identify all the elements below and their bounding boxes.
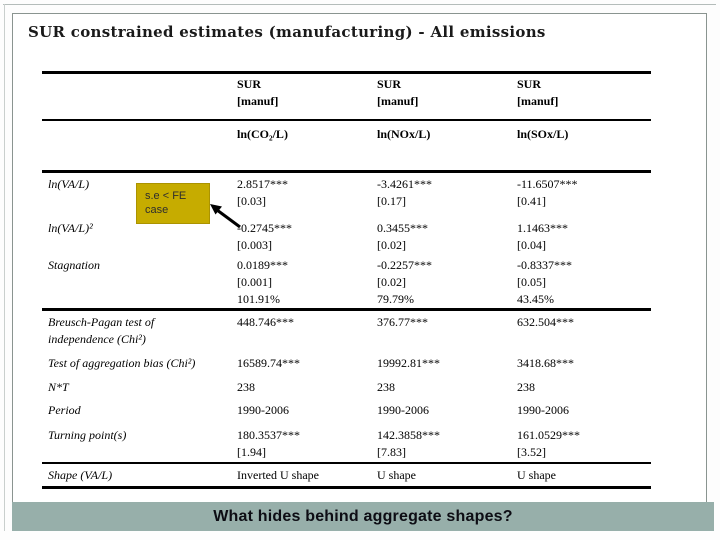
table-cell: 2.8517*** [0.03] (237, 177, 288, 208)
footer-banner: What hides behind aggregate shapes? (12, 502, 714, 531)
table-cell: Inverted U shape (237, 468, 319, 482)
table-row-period: Period 1990-2006 1990-2006 1990-2006 (42, 402, 651, 419)
table-cell: 238 (377, 380, 395, 394)
table-cell: 376.77*** (377, 315, 428, 329)
table-cell: -11.6507*** [0.41] (517, 177, 578, 208)
table-rule-top (42, 71, 651, 74)
table-cell: 161.0529*** [3.52] (517, 428, 580, 459)
row-label: Breusch-Pagan test of independence (Chi²… (48, 315, 155, 346)
row-label: Shape (VA/L) (48, 468, 113, 482)
table-cell: U shape (517, 468, 556, 482)
table-rule-bottom (42, 486, 651, 489)
col-header-ln-co2: ln(CO₂/L) (237, 127, 288, 141)
table-cell: -0.8337*** [0.05] 43.45% (517, 258, 572, 306)
table-cell: 1.1463*** [0.04] (517, 221, 568, 252)
table-row-stagnation: Stagnation 0.0189*** [0.001] 101.91% -0.… (42, 257, 651, 308)
col-header-model-nox: SUR [manuf] (377, 77, 419, 108)
table-cell: 19992.81*** (377, 356, 440, 370)
row-label: N*T (48, 380, 69, 394)
table-cell: -0.2745*** [0.003] (237, 221, 292, 252)
table-cell: U shape (377, 468, 416, 482)
table-row-nt: N*T 238 238 238 (42, 379, 651, 396)
table-cell: 1990-2006 (517, 403, 569, 417)
table-cell: 238 (237, 380, 255, 394)
table-row-ln-va-l-squared: ln(VA/L)² -0.2745*** [0.003] 0.3455*** [… (42, 220, 651, 254)
table-cell: -0.2257*** [0.02] 79.79% (377, 258, 432, 306)
table-row-breusch-pagan: Breusch-Pagan test of independence (Chi²… (42, 314, 651, 348)
table-header-row-depvars: ln(CO₂/L) ln(NOx/L) ln(SOx/L) (42, 126, 651, 143)
callout-arrow-icon (210, 204, 241, 229)
row-label: Turning point(s) (48, 428, 127, 442)
row-label: ln(VA/L) (48, 177, 90, 191)
table-rule-under-variable-headers (42, 170, 651, 173)
table-cell: 1990-2006 (377, 403, 429, 417)
table-row-aggregation-bias: Test of aggregation bias (Chi²) 16589.74… (42, 355, 651, 372)
col-header-model-co2: SUR [manuf] (237, 77, 279, 108)
table-rule-above-tests (42, 308, 651, 311)
outer-frame-left-line (4, 4, 5, 531)
table-row-turning-points: Turning point(s) 180.3537*** [1.94] 142.… (42, 427, 651, 461)
row-label: Stagnation (48, 258, 101, 272)
table-rule-under-model-headers (42, 119, 651, 121)
table-header-row-models: SUR [manuf] SUR [manuf] SUR [manuf] (42, 76, 651, 110)
table-rule-above-shape-row (42, 462, 651, 464)
slide-frame (12, 13, 707, 531)
col-header-ln-nox: ln(NOx/L) (377, 127, 431, 141)
table-cell: 632.504*** (517, 315, 574, 329)
table-cell: 0.3455*** [0.02] (377, 221, 428, 252)
table-cell: 238 (517, 380, 535, 394)
table-cell: 0.0189*** [0.001] 101.91% (237, 258, 288, 306)
table-row-ln-va-l: ln(VA/L) 2.8517*** [0.03] -3.4261*** [0.… (42, 176, 651, 210)
col-header-ln-sox: ln(SOx/L) (517, 127, 569, 141)
slide-title: SUR constrained estimates (manufacturing… (28, 23, 546, 41)
table-cell: 16589.74*** (237, 356, 300, 370)
table-cell: 448.746*** (237, 315, 294, 329)
table-cell: 1990-2006 (237, 403, 289, 417)
footer-question-text: What hides behind aggregate shapes? (213, 507, 513, 525)
col-header-model-sox: SUR [manuf] (517, 77, 559, 108)
table-row-shape: Shape (VA/L) Inverted U shape U shape U … (42, 467, 651, 484)
callout-box-se-fe: s.e < FE case (136, 183, 210, 224)
row-label: Period (48, 403, 81, 417)
row-label: Test of aggregation bias (Chi²) (48, 356, 196, 370)
table-cell: -3.4261*** [0.17] (377, 177, 432, 208)
row-label: ln(VA/L)² (48, 221, 93, 235)
table-cell: 3418.68*** (517, 356, 574, 370)
outer-frame-top-line (3, 4, 716, 5)
table-cell: 180.3537*** [1.94] (237, 428, 300, 459)
table-cell: 142.3858*** [7.83] (377, 428, 440, 459)
